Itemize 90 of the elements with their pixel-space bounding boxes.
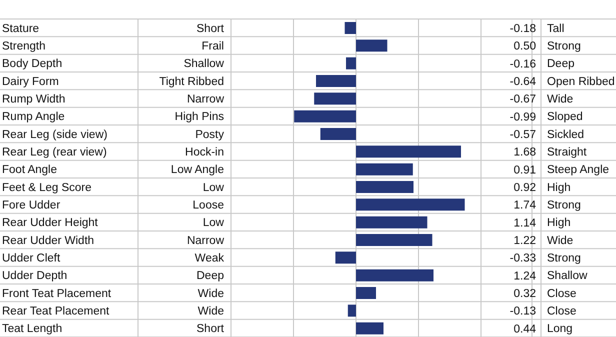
data-label: 0.44 <box>514 323 537 336</box>
data-label: -0.13 <box>510 306 536 318</box>
data-label: -0.99 <box>510 111 536 124</box>
y-tick-label: Dairy Form <box>2 76 59 88</box>
text: Low <box>202 182 225 194</box>
y-tick-label: Strength <box>2 40 46 52</box>
data-label: -0.57 <box>510 129 536 141</box>
text: Wide <box>198 288 224 300</box>
bar <box>348 304 356 317</box>
text: Low Angle <box>170 164 224 176</box>
text: Strong <box>547 252 581 264</box>
y-tick-label: Fore Udder <box>2 200 60 212</box>
bar <box>335 252 356 264</box>
text: Long <box>547 323 573 336</box>
bar <box>316 75 356 87</box>
bar <box>356 287 376 299</box>
y-tick-label: Stature <box>2 22 40 35</box>
text: Steep Angle <box>547 164 610 176</box>
text: Tall <box>547 22 564 35</box>
text: Tight Ribbed <box>159 76 224 88</box>
bar <box>356 40 388 52</box>
text: Sloped <box>547 111 583 124</box>
bar <box>356 269 434 282</box>
bar <box>344 22 356 34</box>
text: High <box>547 217 571 230</box>
text: Short <box>196 323 225 336</box>
y-tick-label: Teat Length <box>2 323 62 336</box>
data-label: 1.22 <box>514 235 536 247</box>
y-tick-label: Front Teat Placement <box>2 288 112 300</box>
text: Strong <box>547 200 581 212</box>
y-tick-label: Rear Teat Placement <box>2 306 110 318</box>
text: Narrow <box>186 94 225 106</box>
text: Hock-in <box>185 146 224 158</box>
text: High Pins <box>174 111 224 124</box>
data-label: -0.16 <box>510 58 536 70</box>
bar <box>294 110 356 122</box>
bar <box>320 128 356 140</box>
y-tick-label: Rear Udder Height <box>2 217 99 230</box>
bar <box>346 57 356 70</box>
text: Shallow <box>547 270 588 282</box>
text: High <box>547 182 571 194</box>
data-label: 0.32 <box>514 288 536 300</box>
data-label: -0.67 <box>510 94 536 106</box>
text: Close <box>547 288 576 300</box>
text: Wide <box>547 94 574 106</box>
text: Wide <box>547 234 574 247</box>
text: Close <box>547 306 576 318</box>
data-label: 1.74 <box>514 200 537 212</box>
y-tick-label: Udder Cleft <box>2 252 61 264</box>
y-tick-label: Rump Angle <box>2 111 65 124</box>
y-tick-label: Rump Width <box>2 94 66 106</box>
data-label: 1.14 <box>514 217 537 230</box>
bar <box>356 234 432 246</box>
text: Deep <box>196 270 224 282</box>
data-label: 0.92 <box>514 182 536 194</box>
bar <box>356 181 414 193</box>
bar <box>356 163 413 176</box>
text: Straight <box>547 146 588 158</box>
text: Sickled <box>547 128 584 141</box>
text: Open Ribbed <box>547 76 615 88</box>
text: Narrow <box>186 234 225 247</box>
data-label: -0.64 <box>510 76 537 88</box>
y-tick-label: Rear Udder Width <box>2 234 94 247</box>
y-tick-label: Foot Angle <box>2 164 57 176</box>
data-label: 0.91 <box>514 164 536 176</box>
text: Short <box>196 22 225 35</box>
text: Frail <box>202 40 224 52</box>
text: Loose <box>192 200 224 212</box>
data-label: 0.50 <box>514 40 536 53</box>
text: Weak <box>194 252 224 264</box>
data-label: 1.68 <box>514 146 536 159</box>
y-tick-label: Rear Leg (rear view) <box>2 146 107 158</box>
bar <box>314 92 356 105</box>
y-tick-label: Udder Depth <box>2 270 68 282</box>
text: Posty <box>195 128 224 141</box>
bar <box>356 146 461 158</box>
text: Wide <box>198 306 224 318</box>
text: Strong <box>547 40 581 52</box>
text: Deep <box>547 58 574 70</box>
y-tick-label: Rear Leg (side view) <box>2 128 108 141</box>
y-tick-label: Feet & Leg Score <box>2 182 92 194</box>
data-label: 1.24 <box>514 270 537 282</box>
y-tick-label: Body Depth <box>2 58 62 70</box>
bar <box>356 198 465 211</box>
data-label: -0.33 <box>510 252 536 265</box>
bar <box>356 322 384 334</box>
text: Low <box>202 217 225 230</box>
text: Shallow <box>184 58 225 70</box>
data-label: -0.18 <box>510 23 536 35</box>
bar <box>356 216 428 228</box>
